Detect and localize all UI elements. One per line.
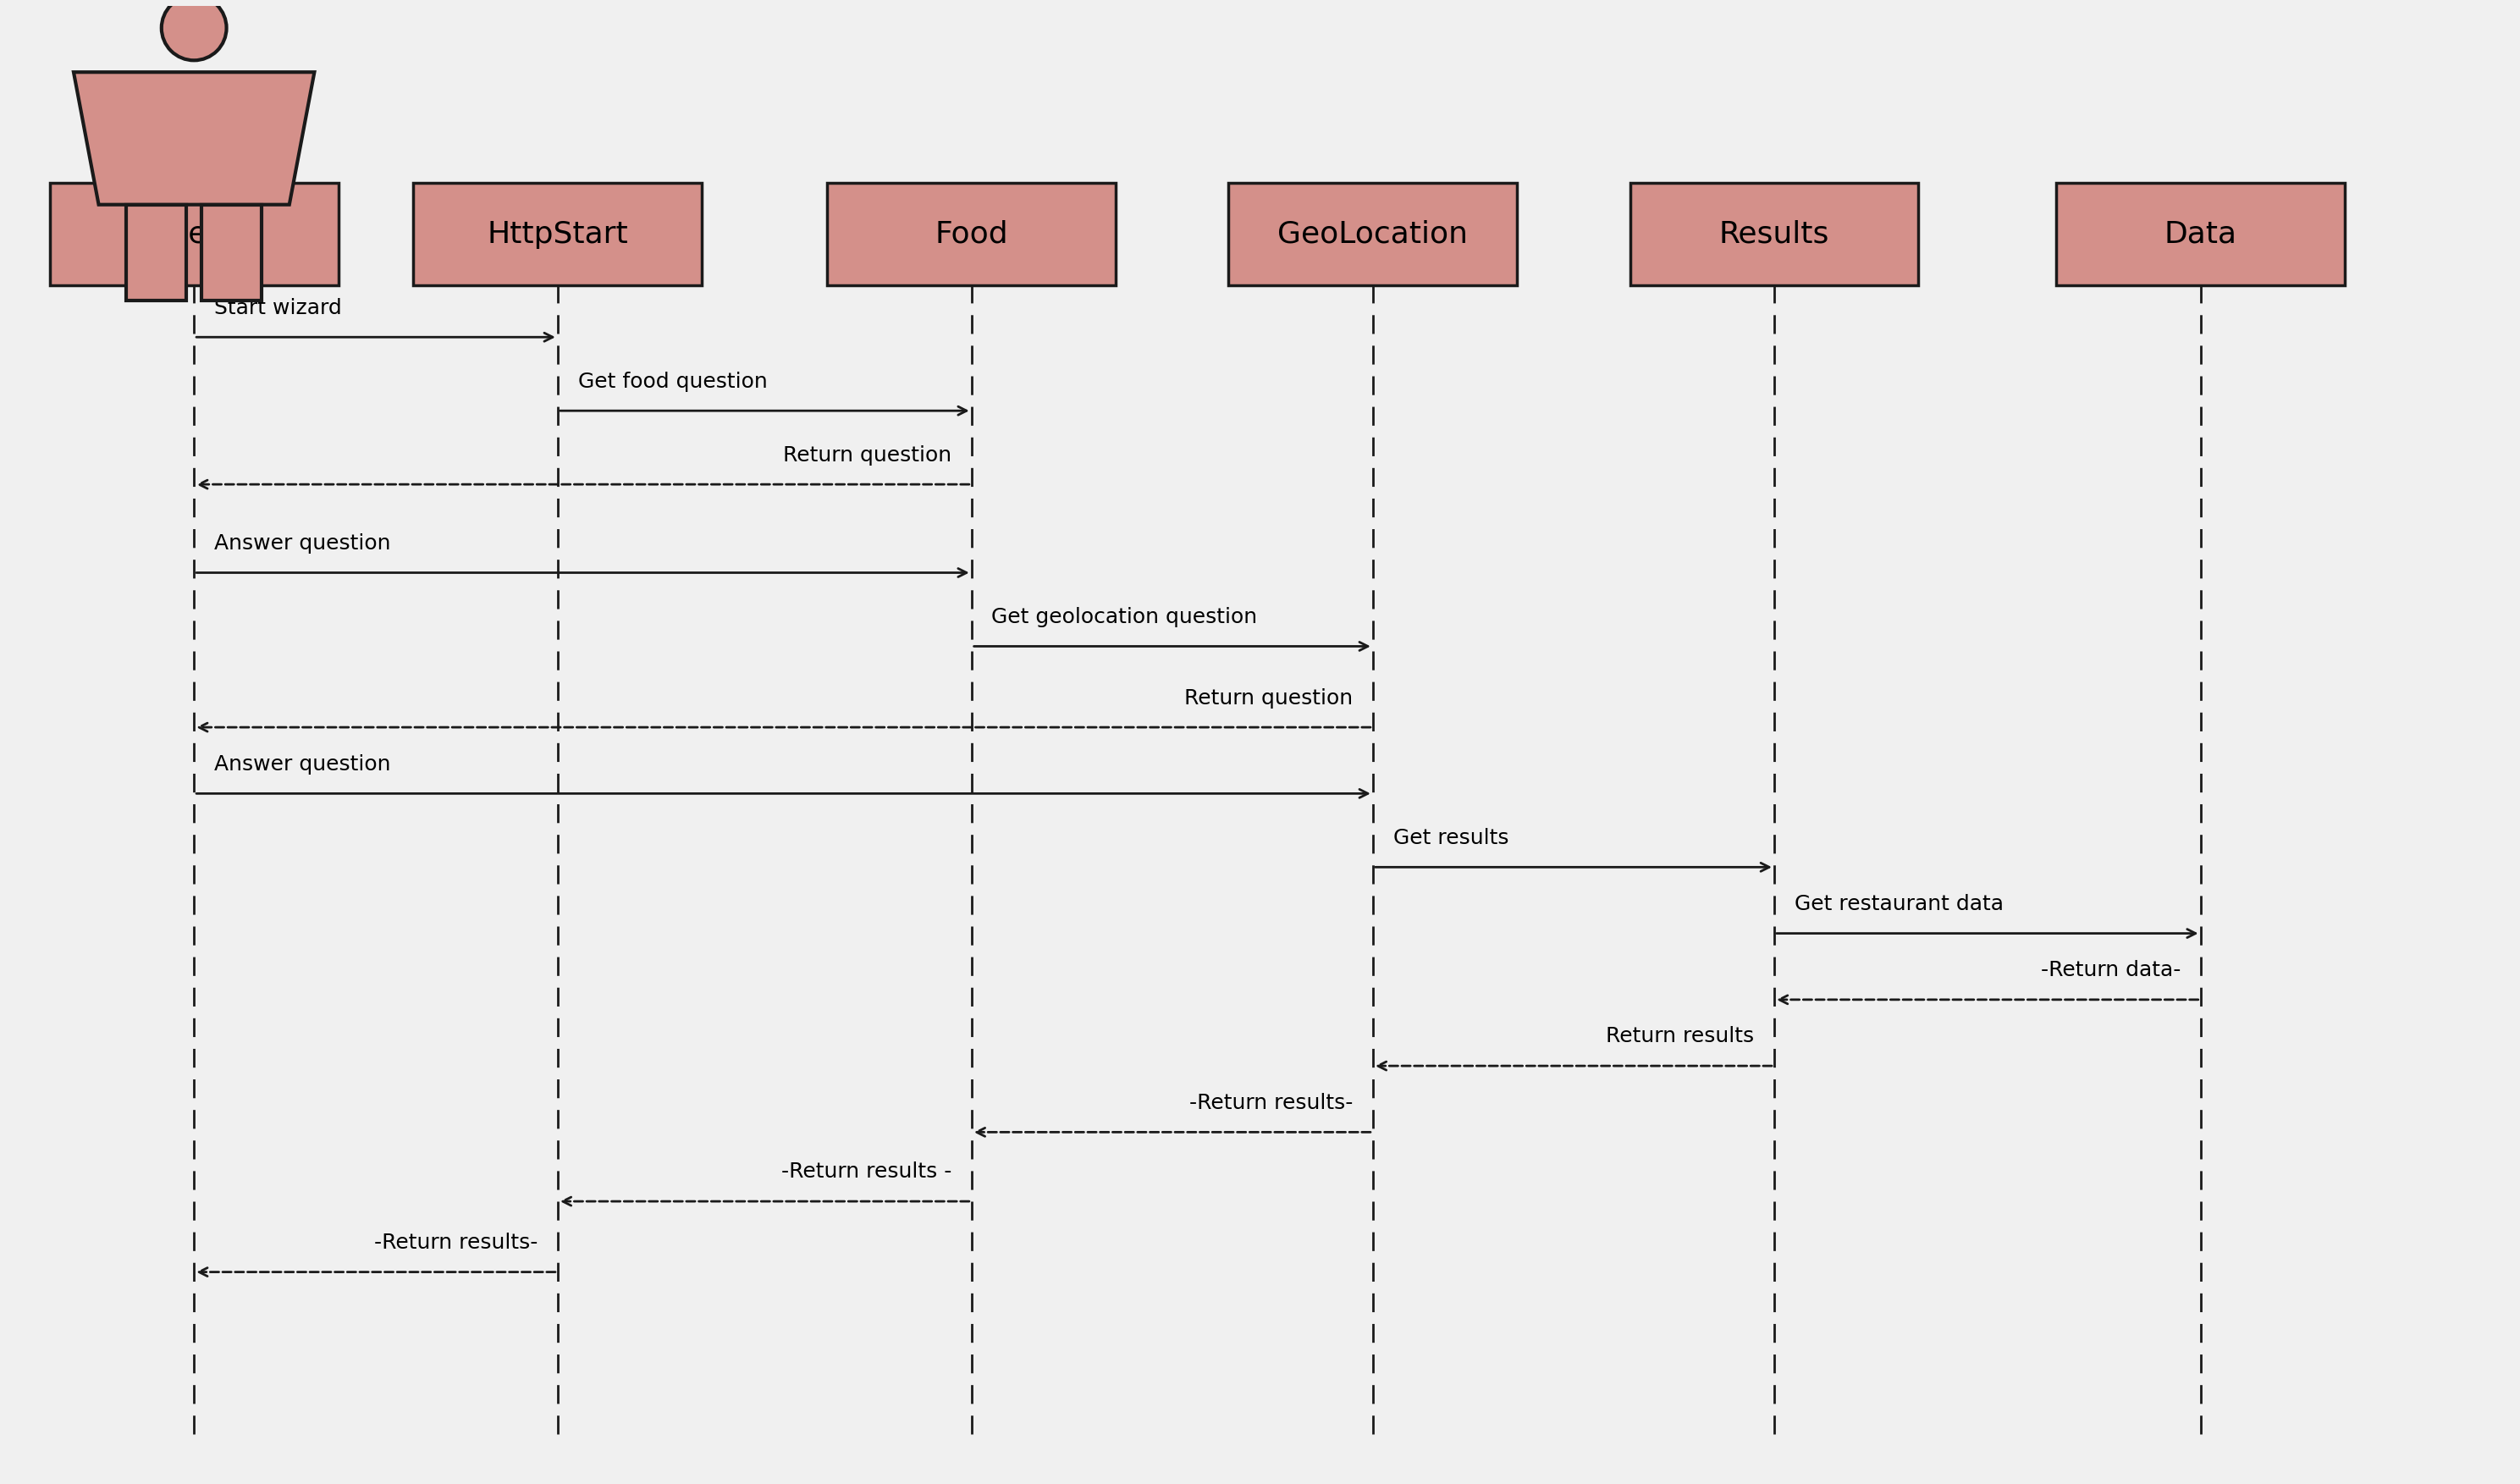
FancyBboxPatch shape — [1630, 183, 1918, 285]
Text: -Return results -: -Return results - — [781, 1162, 953, 1183]
Text: Results: Results — [1719, 220, 1830, 248]
FancyBboxPatch shape — [50, 183, 338, 285]
FancyBboxPatch shape — [2056, 183, 2344, 285]
Polygon shape — [202, 205, 262, 300]
Text: Get geolocation question: Get geolocation question — [990, 607, 1257, 628]
FancyBboxPatch shape — [827, 183, 1116, 285]
Text: Return question: Return question — [1184, 687, 1353, 708]
Text: -Return results-: -Return results- — [1189, 1092, 1353, 1113]
Text: Answer question: Answer question — [214, 754, 391, 775]
Text: Return question: Return question — [784, 445, 953, 464]
Text: GeoLocation: GeoLocation — [1278, 220, 1469, 248]
Polygon shape — [73, 73, 315, 205]
Text: Client: Client — [149, 220, 239, 248]
Text: -Return data-: -Return data- — [2041, 960, 2180, 981]
Ellipse shape — [161, 0, 227, 61]
Text: Answer question: Answer question — [214, 533, 391, 554]
FancyBboxPatch shape — [1230, 183, 1517, 285]
Text: Get restaurant data: Get restaurant data — [1794, 893, 2003, 914]
Text: Food: Food — [935, 220, 1008, 248]
Text: -Return results-: -Return results- — [373, 1233, 537, 1252]
FancyBboxPatch shape — [413, 183, 703, 285]
Text: Data: Data — [2165, 220, 2238, 248]
Text: Get results: Get results — [1394, 828, 1509, 847]
Text: Start wizard: Start wizard — [214, 298, 343, 318]
Text: Get food question: Get food question — [577, 371, 766, 392]
Polygon shape — [126, 205, 186, 300]
Text: Return results: Return results — [1605, 1027, 1754, 1046]
Text: HttpStart: HttpStart — [486, 220, 627, 248]
